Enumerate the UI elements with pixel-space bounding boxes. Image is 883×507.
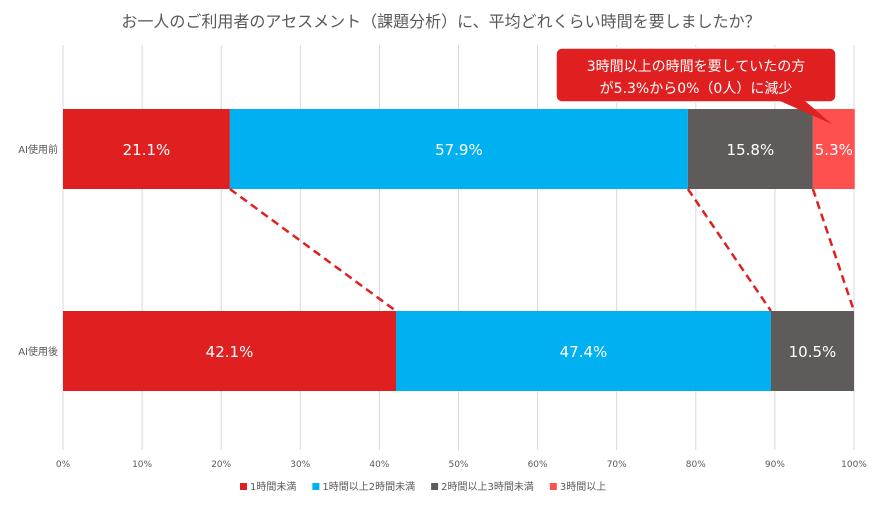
x-tick-label: 20% (211, 460, 231, 470)
legend-swatch (431, 483, 439, 490)
x-tick-label: 10% (132, 460, 152, 470)
bar-segment (229, 109, 688, 189)
legend: 1時間未満 1時間以上2時間未満 2時間以上3時間未満 3時間以上 (240, 481, 606, 493)
bar-segment (770, 311, 854, 391)
data-label: 47.4% (560, 343, 608, 361)
bar-segment (63, 109, 230, 189)
chart-title: お一人のご利用者のアセスメント（課題分析）に、平均どれくらい時間を要しましたか？ (121, 12, 760, 31)
legend-label: 2時間以上3時間未満 (441, 481, 534, 493)
legend-swatch (312, 483, 320, 490)
annotation-line-1: 3時間以上の時間を要していたの方 (587, 59, 806, 75)
annotation-callout: 3時間以上の時間を要していたの方 が5.3%から0%（0人）に減少 (555, 47, 837, 124)
x-tick-label: 80% (686, 460, 706, 470)
data-label: 42.1% (206, 343, 254, 361)
connector-line (686, 188, 772, 312)
legend-label: 1時間以上2時間未満 (322, 481, 415, 493)
data-label: 57.9% (435, 141, 483, 159)
category-label: AI使用後 (18, 345, 58, 358)
connector-line (811, 188, 856, 312)
x-tick-label: 50% (448, 460, 468, 470)
x-tick-label: 70% (607, 460, 627, 470)
legend-label: 1時間未満 (250, 481, 296, 493)
legend-swatch (549, 483, 557, 490)
legend-label: 3時間以上 (560, 481, 606, 493)
data-label: 15.8% (727, 141, 775, 159)
x-tick-label: 40% (369, 460, 389, 470)
bar-segment (812, 109, 855, 189)
data-label: 5.3% (815, 141, 853, 159)
category-label: AI使用前 (18, 143, 58, 156)
bar-segment (396, 311, 771, 391)
annotation-pointer (780, 101, 832, 124)
annotation-line-2: が5.3%から0%（0人）に減少 (600, 80, 793, 97)
x-tick-label: 90% (765, 460, 785, 470)
annotation-box (555, 47, 837, 103)
legend-swatch (240, 483, 247, 490)
x-tick-label: 0% (56, 460, 71, 470)
x-tick-label: 100% (841, 460, 867, 470)
x-tick-label: 30% (290, 460, 310, 470)
x-tick-label: 60% (528, 460, 548, 470)
bar-segment (687, 109, 813, 189)
data-label: 10.5% (789, 343, 837, 361)
connector-line (229, 187, 397, 313)
bar-segment (63, 311, 397, 391)
data-label: 21.1% (123, 141, 171, 159)
